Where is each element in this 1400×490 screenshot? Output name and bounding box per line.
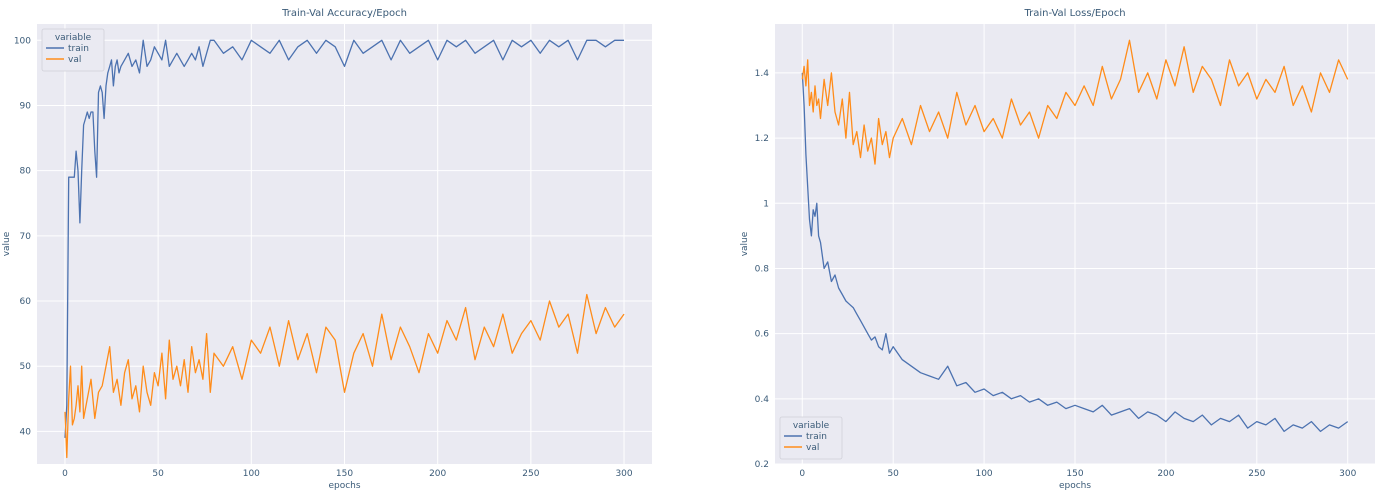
series-line-val bbox=[64, 293, 625, 459]
x-tick-label: 300 bbox=[1339, 469, 1356, 479]
legend-entry-train: train bbox=[806, 432, 827, 442]
x-tick-label: 100 bbox=[975, 469, 992, 479]
x-tick-label: 200 bbox=[1157, 469, 1174, 479]
x-tick-label: 150 bbox=[336, 469, 353, 479]
y-tick-label: 0.2 bbox=[755, 460, 769, 470]
x-axis-label: epochs bbox=[1059, 481, 1091, 490]
x-tick-label: 250 bbox=[1248, 469, 1265, 479]
series-line-train bbox=[64, 39, 624, 438]
x-tick-label: 100 bbox=[243, 469, 260, 479]
legend-entry-val: val bbox=[806, 443, 819, 453]
y-tick-label: 1.4 bbox=[755, 69, 770, 79]
legend-title: variable bbox=[793, 421, 830, 431]
legend-box bbox=[779, 416, 843, 460]
y-tick-label: 70 bbox=[20, 232, 32, 242]
y-tick-label: 50 bbox=[20, 362, 32, 372]
chart-title: Train-Val Accuracy/Epoch bbox=[281, 8, 407, 19]
x-tick-label: 0 bbox=[62, 469, 68, 479]
x-tick-label: 0 bbox=[799, 469, 805, 479]
y-tick-label: 1.2 bbox=[755, 134, 769, 144]
chart-1: 0 50 100 150 200 250 300 40 50 60 70 80 90 100 Train-V… bbox=[2, 8, 652, 490]
y-tick-label: 0.6 bbox=[755, 330, 770, 340]
legend-title: variable bbox=[55, 33, 92, 43]
x-tick-label: 250 bbox=[522, 469, 539, 479]
legend-box bbox=[41, 28, 105, 72]
x-tick-label: 200 bbox=[429, 469, 446, 479]
y-tick-label: 1 bbox=[763, 199, 769, 209]
x-tick-label: 300 bbox=[615, 469, 632, 479]
y-axis-label: value bbox=[2, 231, 12, 256]
y-tick-label: 80 bbox=[20, 167, 32, 177]
y-tick-label: 90 bbox=[20, 101, 32, 111]
legend-entry-val: val bbox=[68, 55, 81, 65]
series-line-train bbox=[801, 72, 1349, 433]
y-tick-label: 0.4 bbox=[755, 395, 770, 405]
chart-title: Train-Val Loss/Epoch bbox=[1023, 8, 1125, 19]
x-tick-label: 50 bbox=[152, 469, 164, 479]
legend-entry-train: train bbox=[68, 44, 89, 54]
series-line-val bbox=[801, 39, 1349, 165]
chart-2: 0 50 100 150 200 250 300 0.2 0.4 0.6 0.8 1 1.2 1.4 Tra… bbox=[740, 8, 1375, 490]
y-tick-label: 100 bbox=[14, 36, 31, 46]
y-tick-label: 0.8 bbox=[755, 264, 770, 274]
y-tick-label: 40 bbox=[20, 427, 32, 437]
y-tick-label: 60 bbox=[20, 297, 32, 307]
x-tick-label: 150 bbox=[1066, 469, 1083, 479]
x-tick-label: 50 bbox=[887, 469, 899, 479]
y-axis-label: value bbox=[740, 231, 750, 256]
x-axis-label: epochs bbox=[328, 481, 360, 490]
